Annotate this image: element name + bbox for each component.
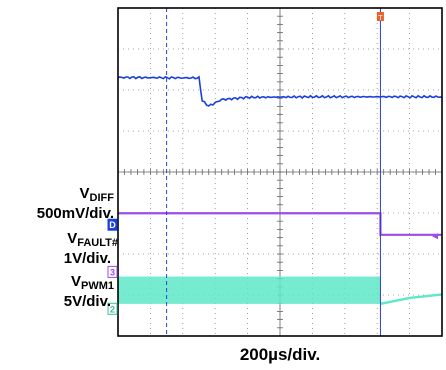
vfault-label-sub: FAULT# — [77, 237, 118, 249]
vpwm-label: VPWM1 — [0, 274, 114, 294]
vdiff-trace — [117, 75, 443, 107]
channel-2-marker — [107, 302, 118, 315]
channel-3-marker — [107, 265, 118, 278]
channel-2-marker-text: 2 — [110, 304, 115, 314]
x-axis-label: 200µs/div. — [239, 345, 321, 364]
vdiff-label-sub: DIFF — [89, 192, 114, 204]
channel-3-marker-text: 3 — [110, 267, 115, 277]
plot-frame — [117, 7, 443, 337]
vpwm-label-main: V — [70, 273, 81, 290]
reference-arrow-icon — [432, 233, 438, 240]
vpwm-scale: 5V/div. — [63, 293, 111, 310]
vdiff-scale: 500mV/div. — [36, 205, 114, 222]
trigger-marker-text: T — [378, 15, 383, 22]
vpwm1-switching-band — [118, 276, 381, 304]
trigger-marker — [376, 12, 384, 21]
vpwm-label-sub: PWM1 — [81, 280, 114, 292]
vfault-scale: 1V/div. — [63, 250, 111, 267]
vpwm1-trace — [380, 293, 443, 306]
vdiff-label-main: V — [79, 185, 90, 202]
channel-d-marker — [107, 218, 118, 231]
vfault-label: VFAULT# — [0, 231, 118, 251]
vdiff-label: VDIFF — [20, 186, 114, 206]
vfault-label-main: V — [67, 230, 78, 247]
channel-d-marker-text: D — [109, 220, 116, 230]
